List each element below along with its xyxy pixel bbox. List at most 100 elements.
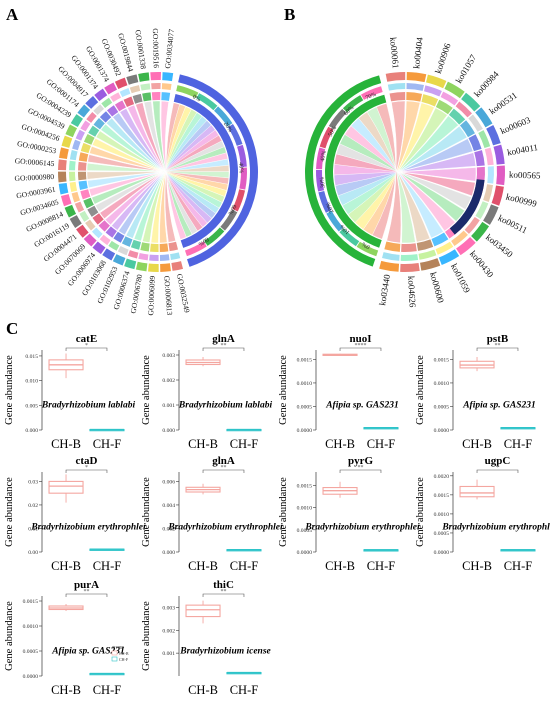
sector-outer: [94, 88, 108, 102]
percent-tick-label: 50%: [328, 125, 339, 138]
sector-mid: [138, 252, 149, 261]
y-tick-label: 0.001: [162, 403, 175, 409]
boxplot-panel: pstB Gene abundance 0.0000 0.0005 0.0010 0.00…: [415, 333, 536, 451]
sector-outer: [135, 261, 148, 272]
y-tick-label: 0.000: [162, 550, 175, 556]
y-tick-label: 0.002: [162, 628, 175, 634]
boxplot-panel: catE Gene abundance 0.000 0.005 0.010 0.015 * B…: [4, 333, 135, 451]
go-term-label: GO:0006813: [162, 275, 174, 315]
x-category-label: CH-F: [504, 437, 533, 451]
sector-inner: [389, 92, 406, 102]
go-term-label: GO:0001338: [133, 29, 148, 70]
sector-outer: [491, 185, 504, 206]
panel-c-label: C: [6, 319, 18, 338]
x-category-label: CH-F: [230, 437, 259, 451]
boxplot-panel: ctaD Gene abundance 0.00 0.01 0.02 0.03 * Brady…: [4, 455, 146, 573]
ko-term-label: ko00404: [411, 36, 425, 69]
y-axis-label: Gene abundance: [278, 477, 289, 547]
sector-mid: [91, 227, 103, 239]
y-tick-label: 0.0000: [434, 550, 450, 556]
boxplot-panel: glnA Gene abundance 0.000 0.001 0.002 0.003 **…: [141, 333, 272, 451]
box-ch-b: [185, 604, 221, 618]
boxplot-title: purA: [74, 579, 99, 591]
y-tick-label: 0.0000: [23, 674, 39, 680]
x-category-label: CH-B: [188, 559, 218, 573]
sector-outer: [461, 92, 481, 112]
sector-outer: [496, 165, 505, 186]
x-category-label: CH-F: [504, 559, 533, 573]
significance-label: *: [85, 343, 88, 349]
big-sector-mid-segment: [204, 227, 225, 246]
go-term-label: GO:0006780: [129, 273, 145, 314]
sector-mid: [129, 85, 141, 94]
y-tick-label: 0.00: [28, 550, 38, 556]
legend-title: groups: [112, 644, 124, 649]
sector-inner: [99, 111, 112, 123]
ko-term-label: ko00061: [388, 37, 401, 69]
sector-inner: [435, 99, 453, 115]
sector-mid: [72, 139, 81, 151]
organism-label: Bradyrhizobium lablabi: [41, 401, 136, 411]
sector-mid: [418, 249, 437, 260]
y-tick-label: 0.000: [25, 428, 38, 434]
sector-mid: [451, 230, 468, 247]
significance-label: **: [495, 343, 501, 349]
x-category-label: CH-F: [230, 683, 259, 697]
x-category-label: CH-F: [367, 437, 396, 451]
sector-outer: [438, 249, 460, 265]
significance-label: **: [221, 465, 227, 471]
sector-mid: [455, 101, 472, 118]
y-tick-label: 0.015: [25, 354, 38, 360]
y-tick-label: 0.0010: [297, 381, 313, 387]
sector-mid: [149, 254, 159, 261]
big-sector-mid-segment: [239, 167, 248, 190]
chord-ribbon: [376, 103, 402, 244]
boxplot-panel: purA Gene abundance 0.0000 0.0005 0.0010 0.00…: [4, 579, 125, 697]
sector-mid: [99, 234, 111, 246]
sector-inner: [140, 242, 150, 252]
legend-item: CH-B: [119, 651, 129, 656]
ko-term-label: ko00600: [428, 271, 446, 304]
percent-tick-label: 70%: [365, 92, 377, 102]
x-category-label: CH-B: [462, 437, 492, 451]
sector-mid: [483, 184, 494, 203]
sector-outer: [444, 81, 465, 99]
sector-mid: [151, 83, 161, 90]
significance-bracket: [65, 593, 108, 597]
ko-term-label: ko01057: [454, 52, 479, 85]
ko-term-label: ko00531: [487, 90, 519, 116]
sector-outer: [69, 215, 82, 229]
big-sector-mid-segment: [316, 169, 325, 192]
sector-inner: [468, 134, 482, 152]
sector-outer: [400, 262, 420, 272]
sector-outer: [138, 72, 150, 82]
sector-inner: [80, 142, 91, 154]
significance-label: **: [84, 589, 90, 595]
sector-inner: [80, 189, 91, 200]
big-sector-mid-segment: [227, 123, 243, 146]
organism-label: Afipia sp. GAS231: [51, 647, 125, 657]
sector-mid: [487, 166, 494, 184]
big-sector-mid-segment: [360, 86, 383, 100]
sector-mid: [400, 254, 419, 261]
sector-inner: [114, 100, 126, 112]
big-sector-mid-segment: [176, 85, 199, 99]
boxplot-panel: glnA Gene abundance 0.000 0.002 0.004 0.006 **…: [141, 455, 283, 573]
sector-mid: [435, 241, 454, 255]
y-tick-label: 0.0005: [434, 531, 450, 537]
legend-item: CH-F: [119, 657, 129, 662]
boxplot-title: ugpC: [485, 455, 511, 467]
y-tick-label: 0.0015: [23, 599, 39, 605]
y-tick-label: 0.003: [162, 353, 175, 359]
organism-label: Bradyrhizobium erythrophlei: [30, 523, 146, 533]
y-tick-label: 0.0005: [297, 528, 313, 534]
significance-bracket: [202, 593, 245, 597]
sector-outer: [471, 221, 490, 242]
sector-mid: [69, 150, 78, 161]
y-tick-label: 0.002: [162, 378, 175, 384]
organism-label: Afipia sp. GAS231: [462, 401, 536, 411]
sector-mid: [406, 83, 424, 91]
sector-mid: [117, 246, 129, 256]
percent-tick-label: 20%: [325, 201, 335, 214]
